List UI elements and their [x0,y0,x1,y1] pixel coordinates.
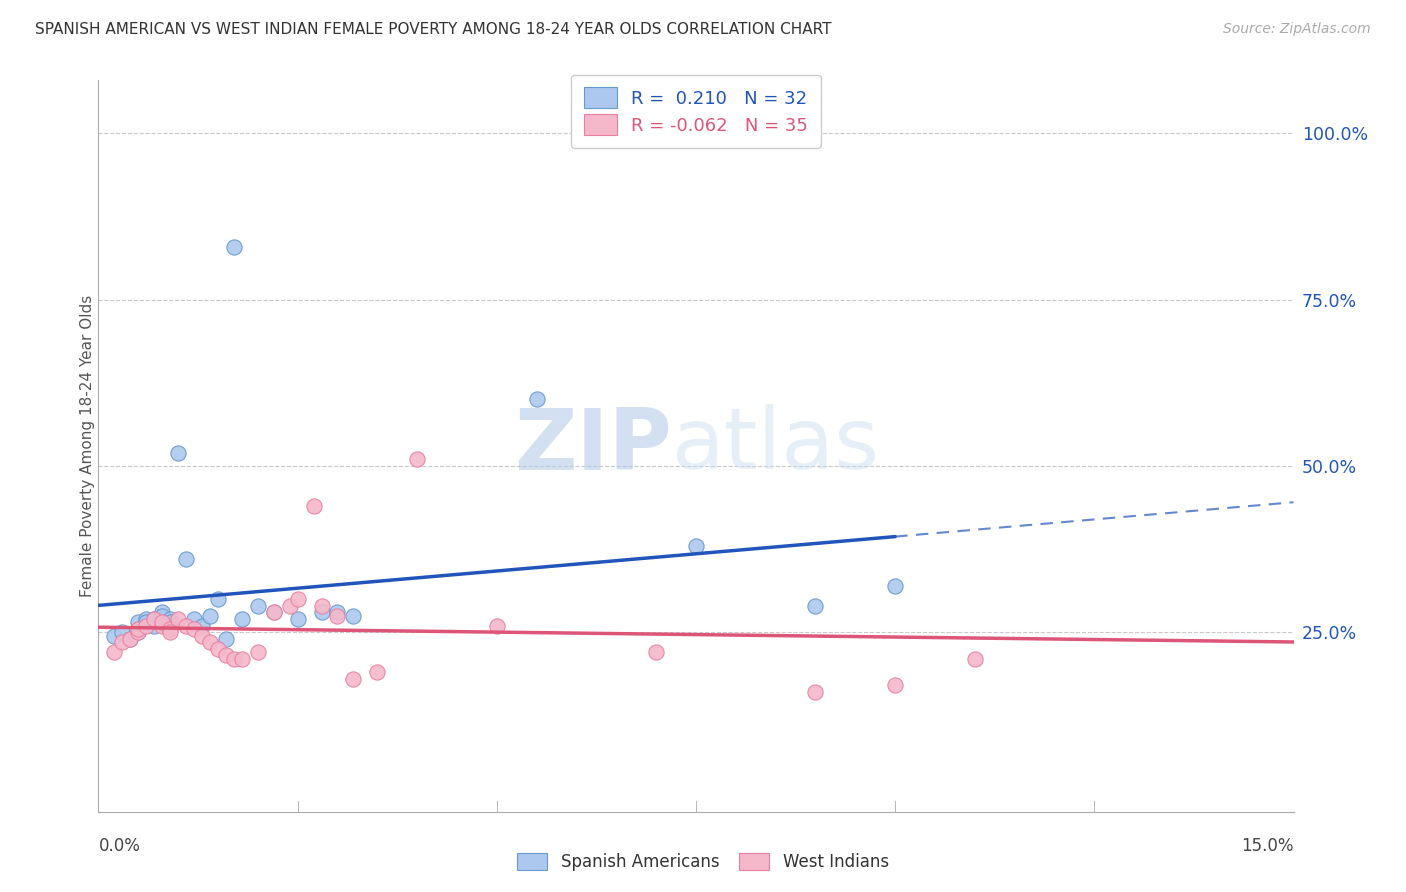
Point [143,618,166,632]
Point [884,678,907,692]
Point [103,628,125,642]
Point [278,599,301,613]
Point [526,392,548,407]
Point [135,612,157,626]
Point [103,645,125,659]
Point [231,612,253,626]
Y-axis label: Female Poverty Among 18-24 Year Olds: Female Poverty Among 18-24 Year Olds [80,295,94,597]
Point [884,579,907,593]
Point [263,605,285,619]
Point [207,641,229,656]
Point [302,499,325,513]
Point [111,635,134,649]
Point [215,632,238,646]
Point [135,618,157,632]
Point [143,612,166,626]
Point [174,552,197,566]
Point [159,615,181,630]
Point [120,632,142,646]
Point [485,618,508,632]
Point [246,645,269,659]
Point [174,618,197,632]
Point [127,615,149,630]
Point [150,605,173,619]
Text: 15.0%: 15.0% [1241,837,1294,855]
Point [159,612,181,626]
Text: ZIP: ZIP [515,404,672,488]
Point [198,608,221,623]
Point [207,591,229,606]
Point [159,622,181,636]
Point [222,239,245,253]
Point [111,625,134,640]
Point [150,608,173,623]
Point [326,608,349,623]
Point [215,648,238,663]
Point [198,635,221,649]
Point [246,599,269,613]
Text: SPANISH AMERICAN VS WEST INDIAN FEMALE POVERTY AMONG 18-24 YEAR OLDS CORRELATION: SPANISH AMERICAN VS WEST INDIAN FEMALE P… [35,22,832,37]
Point [167,445,190,459]
Point [231,652,253,666]
Point [263,605,285,619]
Point [167,612,190,626]
Point [150,618,173,632]
Point [685,539,707,553]
Point [804,599,827,613]
Point [963,652,986,666]
Text: Source: ZipAtlas.com: Source: ZipAtlas.com [1223,22,1371,37]
Point [342,608,364,623]
Point [120,632,142,646]
Point [127,622,149,636]
Point [287,612,309,626]
Point [191,618,214,632]
Point [159,625,181,640]
Point [222,652,245,666]
Point [311,599,333,613]
Text: atlas: atlas [672,404,880,488]
Point [326,605,349,619]
Point [366,665,388,679]
Point [150,615,173,630]
Point [183,612,205,626]
Point [143,612,166,626]
Point [183,622,205,636]
Point [342,672,364,686]
Point [406,452,429,467]
Point [127,625,149,640]
Point [287,591,309,606]
Point [191,628,214,642]
Legend: Spanish Americans, West Indians: Spanish Americans, West Indians [509,845,897,880]
Point [127,625,149,640]
Text: 0.0%: 0.0% [98,837,141,855]
Point [311,605,333,619]
Legend: R =  0.210   N = 32, R = -0.062   N = 35: R = 0.210 N = 32, R = -0.062 N = 35 [571,75,821,148]
Point [804,685,827,699]
Point [645,645,668,659]
Point [135,615,157,630]
